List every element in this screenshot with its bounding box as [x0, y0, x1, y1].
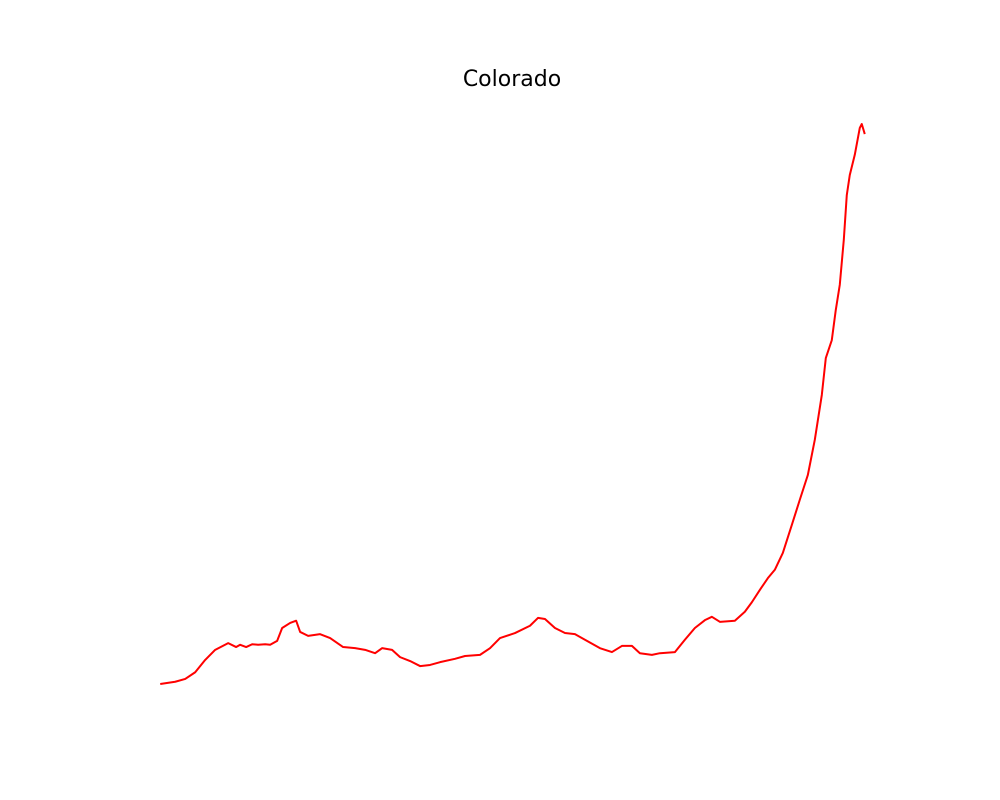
chart-title: Colorado [463, 67, 561, 92]
line [160, 123, 866, 685]
